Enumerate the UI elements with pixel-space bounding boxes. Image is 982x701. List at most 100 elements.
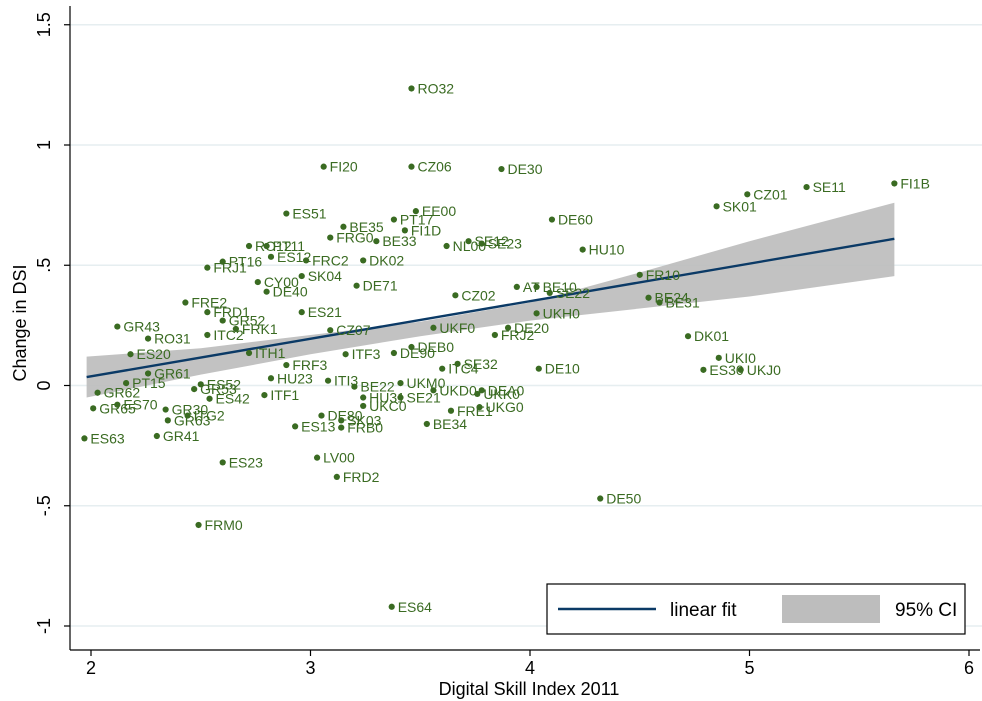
point-label: SE11 <box>813 179 846 195</box>
point-marker <box>324 377 332 384</box>
y-tick-label: 1.5 <box>34 12 54 37</box>
point-marker <box>320 163 327 170</box>
point-label: FRF3 <box>292 357 327 373</box>
point-label: UKH0 <box>543 305 581 321</box>
point-label: NL00 <box>453 238 487 254</box>
data-point-fi20: FI20 <box>320 159 358 175</box>
ci-band <box>86 202 895 398</box>
point-label: UKM0 <box>406 375 445 391</box>
data-point-hu23: HU23 <box>267 370 313 386</box>
data-point-be22: BE22 <box>351 379 395 395</box>
data-point-es52: ES52 <box>197 376 241 392</box>
data-point-se11: SE11 <box>803 179 846 195</box>
data-point-uki0: UKI0 <box>715 350 756 366</box>
point-marker <box>476 404 483 411</box>
data-point-ukh0: UKH0 <box>533 305 580 321</box>
point-marker <box>713 203 720 210</box>
data-point-fi1d: FI1D <box>401 222 441 238</box>
point-label: FRC2 <box>312 252 349 268</box>
point-marker <box>318 412 325 419</box>
y-tick-label: .5 <box>34 258 54 273</box>
data-point-itf3: ITF3 <box>342 346 381 362</box>
data-point-deb0: DEB0 <box>408 339 454 355</box>
point-label: ES42 <box>216 391 250 407</box>
point-label: UKK0 <box>483 386 520 402</box>
point-label: DE30 <box>507 161 542 177</box>
data-point-es13: ES13 <box>292 418 336 434</box>
data-point-es64: ES64 <box>388 599 432 615</box>
point-label: GR52 <box>229 313 266 329</box>
data-point-at: AT <box>513 279 540 295</box>
fit-line <box>86 237 895 379</box>
point-label: DE71 <box>363 278 398 294</box>
data-point-es20: ES20 <box>127 346 171 362</box>
data-point-gr41: GR41 <box>153 428 200 444</box>
data-point-frc2: FRC2 <box>303 252 349 268</box>
point-label: UKD0 <box>439 382 477 398</box>
point-marker <box>327 234 334 241</box>
point-marker <box>412 208 419 215</box>
point-marker <box>390 216 398 223</box>
point-label: GR43 <box>123 319 160 335</box>
point-label: DE10 <box>545 361 580 377</box>
data-point-frd2: FRD2 <box>333 469 380 485</box>
point-marker <box>298 272 305 280</box>
data-point-hu10: HU10 <box>579 242 625 258</box>
point-label: HU10 <box>589 242 625 258</box>
point-label: DE20 <box>514 320 549 336</box>
point-label: ES23 <box>229 454 263 470</box>
point-marker <box>303 257 310 264</box>
data-point-de80: DE80 <box>318 408 363 424</box>
point-label: BE35 <box>349 219 383 235</box>
point-label: DK01 <box>694 328 729 344</box>
point-marker <box>232 325 239 333</box>
point-label: SE21 <box>406 390 440 406</box>
point-marker <box>700 366 707 373</box>
x-tick-label: 5 <box>744 658 754 678</box>
data-point-fr10: FR10 <box>636 267 680 283</box>
data-point-frf3: FRF3 <box>283 357 328 373</box>
data-point-es70: ES70 <box>114 397 158 413</box>
point-label: DE90 <box>400 345 435 361</box>
point-label: ES20 <box>137 346 171 362</box>
point-marker <box>114 323 121 330</box>
point-label: FRK1 <box>242 321 278 337</box>
data-point-gr61: GR61 <box>144 365 191 381</box>
point-label: DE60 <box>558 212 593 228</box>
point-marker <box>491 331 498 339</box>
point-marker <box>340 223 347 230</box>
point-marker <box>423 420 430 428</box>
data-point-itc4: ITC4 <box>439 361 479 377</box>
data-point-cy00: CY00 <box>254 274 299 290</box>
point-marker <box>579 246 586 253</box>
point-marker <box>261 392 268 399</box>
point-marker <box>114 401 121 408</box>
point-marker <box>351 383 358 390</box>
point-marker <box>535 365 542 372</box>
point-label: ITF1 <box>270 387 299 403</box>
point-marker <box>184 412 191 419</box>
point-marker <box>408 85 415 92</box>
point-marker <box>397 394 404 401</box>
point-marker <box>548 216 556 223</box>
point-marker <box>182 299 189 306</box>
fit-line-group <box>86 237 895 379</box>
point-marker <box>443 242 450 250</box>
legend-fit-label: linear fit <box>670 600 737 621</box>
data-point-ukg0: UKG0 <box>476 399 524 415</box>
point-marker <box>191 386 198 393</box>
data-point-frj2: FRJ2 <box>491 327 535 343</box>
data-point-itg2: ITG2 <box>184 408 225 424</box>
point-marker <box>254 278 261 286</box>
point-marker <box>452 292 459 299</box>
point-label: ES13 <box>301 418 335 434</box>
point-label: SK04 <box>308 268 342 284</box>
data-point-ukf0: UKF0 <box>430 320 475 336</box>
point-marker <box>430 324 437 331</box>
point-marker <box>204 264 211 271</box>
point-label: PT17 <box>400 212 434 228</box>
data-point-se23: SE23 <box>478 236 522 252</box>
data-point-ukd0: UKD0 <box>430 382 477 398</box>
point-marker <box>195 521 202 529</box>
